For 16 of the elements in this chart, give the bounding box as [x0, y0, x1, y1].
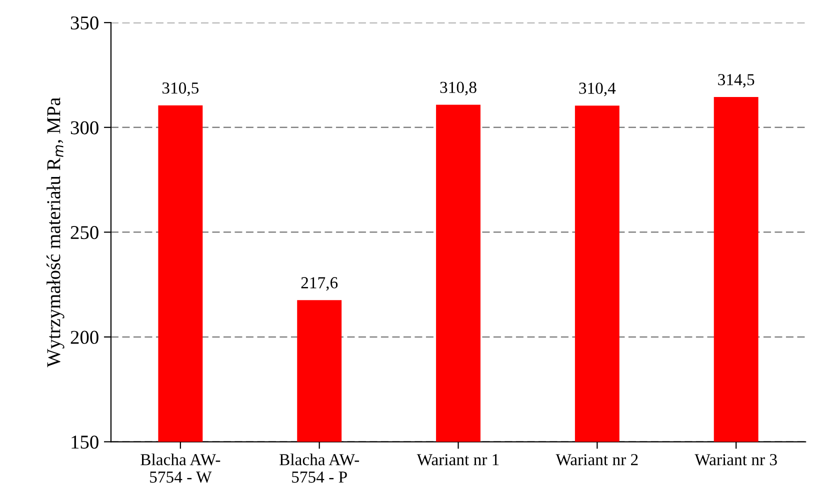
data-label: 217,6: [301, 277, 338, 291]
y-tick-label: 300: [70, 121, 98, 134]
x-tick-label: Wariant nr 3: [694, 454, 777, 466]
y-tick-label: 200: [70, 330, 98, 344]
data-label: 310,5: [162, 82, 199, 96]
y-axis-title: Wytrzymałość materiału R$_{m}$, MPa: [46, 98, 64, 368]
x-tick-label: Blacha AW- 5754 - P: [280, 454, 360, 483]
y-tick-label: 350: [70, 16, 98, 30]
y-tick-label: 250: [70, 226, 98, 240]
x-tick-label: Blacha AW- 5754 - W: [140, 454, 220, 483]
x-tick-label: Wariant nr 1: [416, 454, 499, 466]
y-tick-label: 150: [72, 436, 98, 449]
data-label: 310,4: [579, 82, 616, 96]
x-tick-label: Wariant nr 2: [556, 454, 638, 466]
data-label: 314,5: [718, 74, 754, 88]
data-label: 310,8: [440, 82, 476, 96]
